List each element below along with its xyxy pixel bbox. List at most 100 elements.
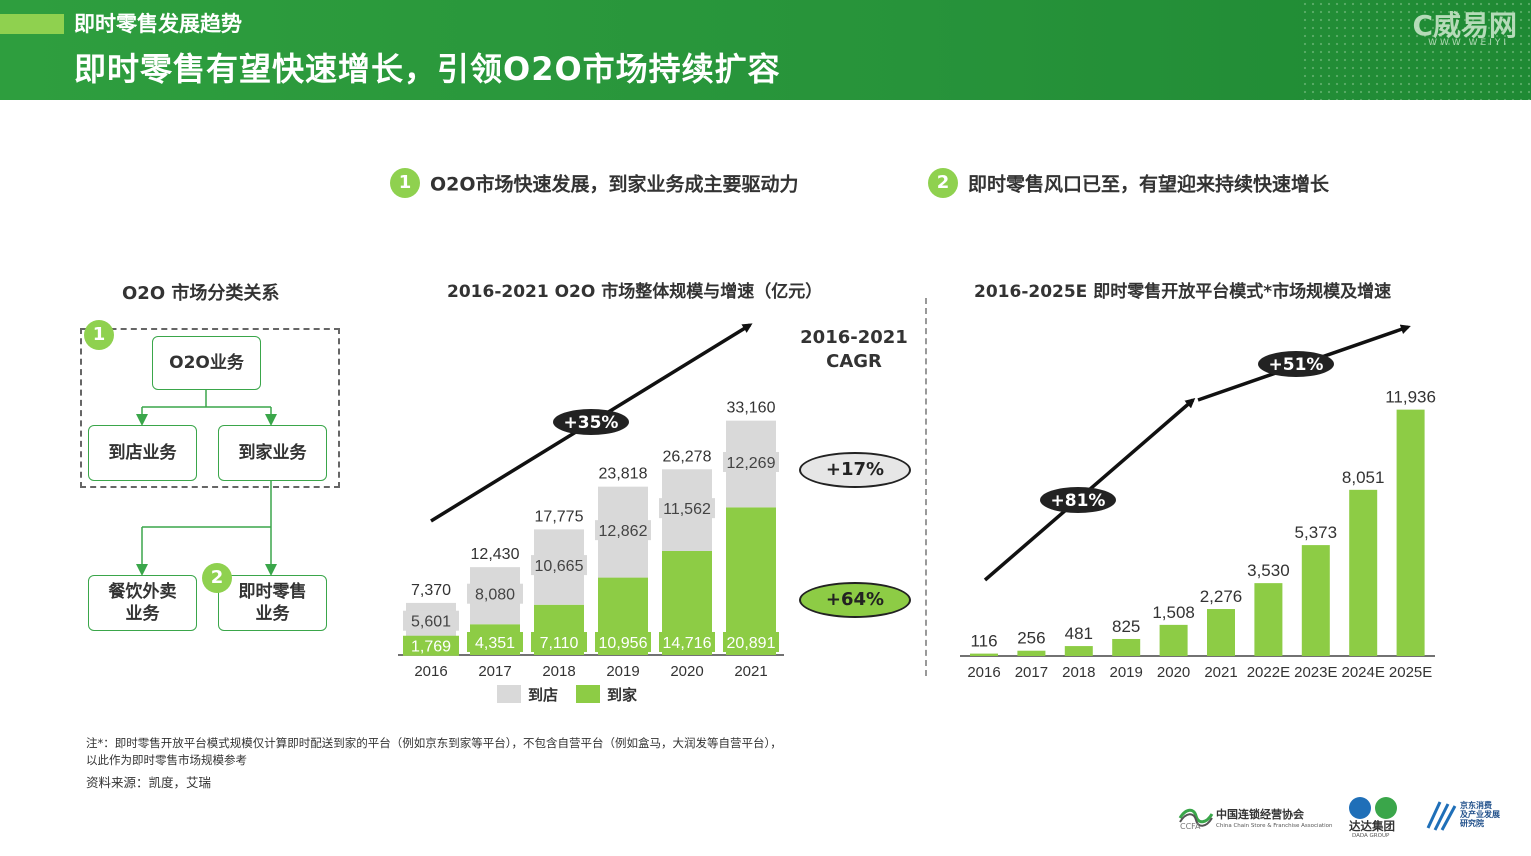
- to-home-business-node: 到家业务: [218, 425, 327, 481]
- section-heading-2: 2 即时零售风口已至，有望迎来持续快速增长: [928, 168, 1329, 198]
- diagram-badge-1: 1: [84, 320, 114, 350]
- bar-home-2021: [726, 507, 776, 655]
- tick-label-2022E: 2022E: [1247, 664, 1290, 681]
- data-label-home-2020: 14,716: [663, 635, 712, 652]
- tick-label-2021: 2021: [1204, 664, 1237, 681]
- bar-2025E: [1396, 409, 1425, 656]
- data-label-2017: 256: [1017, 629, 1045, 648]
- tick-label-2017: 2017: [1015, 664, 1048, 681]
- bar-2022E: [1254, 583, 1283, 656]
- data-label-total-2018: 17,775: [535, 508, 584, 525]
- section-number-2: 2: [928, 168, 958, 198]
- growth-annotation-1-badge: [1040, 487, 1116, 513]
- section-text-2: 即时零售风口已至，有望迎来持续快速增长: [968, 173, 1330, 196]
- ccfa-logo-text: 中国连锁经营协会: [1216, 808, 1304, 821]
- bar-2019: [1112, 638, 1141, 656]
- instant-retail-chart-title: 2016-2025E 即时零售开放平台模式*市场规模及增速: [974, 282, 1392, 302]
- label-bg-home-2017: [467, 632, 523, 652]
- data-label-total-2017: 12,430: [471, 546, 520, 563]
- bar-2021: [1207, 609, 1235, 656]
- o2o-group-box: [80, 328, 340, 488]
- bar-2023E: [1301, 545, 1330, 656]
- tick-label-2019: 2019: [1110, 664, 1143, 681]
- growth-annotation-badge: [553, 409, 629, 435]
- data-label-store-2021: 12,269: [727, 455, 776, 472]
- data-label-total-2016: 7,370: [411, 582, 451, 599]
- bar-2020: [1159, 624, 1188, 656]
- data-label-2024E: 8,051: [1342, 468, 1385, 487]
- dada-logo-subtext: DADA GROUP: [1352, 833, 1390, 839]
- dada-logo-icon: [1349, 797, 1397, 819]
- source-note: 资料来源：凯度，艾瑞: [86, 775, 212, 790]
- tick-label-2019: 2019: [606, 663, 639, 680]
- growth-annotation-2-label: +51%: [1269, 355, 1324, 375]
- page-title: 即时零售有望快速增长，引领O2O市场持续扩容: [74, 50, 781, 88]
- cagr-title-line2: CAGR: [826, 351, 882, 373]
- dada-logo-text: 达达集团: [1349, 819, 1395, 833]
- label-bg-store-2019: [595, 520, 651, 541]
- bar-2016: [970, 653, 998, 656]
- label-bg-store-2017: [467, 583, 523, 604]
- legend-swatch-home: [576, 685, 600, 703]
- data-label-home-2021: 20,891: [727, 635, 776, 652]
- tick-label-2017: 2017: [478, 663, 511, 680]
- tick-label-2020: 2020: [1157, 664, 1190, 681]
- jd-institute-logo-text: 京东消费 及产业发展 研究院: [1460, 801, 1500, 829]
- cagr-title: 2016-2021 CAGR: [796, 326, 912, 375]
- o2o-chart-title: 2016-2021 O2O 市场整体规模与增速（亿元）: [447, 282, 823, 302]
- cagr-title-line1: 2016-2021: [800, 327, 908, 348]
- dot-pattern: [1301, 0, 1531, 100]
- label-bg-store-2020: [659, 498, 715, 519]
- data-label-home-2019: 10,956: [599, 635, 648, 652]
- ccfa-logo-mark: CCFA: [1180, 822, 1201, 831]
- bar-2018: [1064, 646, 1093, 656]
- footnote: 注*：即时零售开放平台模式规模仅计算即时配送到家的平台（例如京东到家等平台），不…: [86, 736, 782, 767]
- data-label-home-2016: 1,769: [411, 639, 451, 656]
- page-subtitle: 即时零售发展趋势: [74, 12, 242, 36]
- bar-2017: [1017, 650, 1046, 656]
- jd-institute-logo-icon: [1426, 801, 1457, 831]
- in-store-business-node: 到店业务: [88, 425, 197, 481]
- legend-label-store: 到店: [528, 686, 558, 704]
- label-bg-home-2020: [659, 632, 715, 652]
- tick-label-2020: 2020: [670, 663, 703, 680]
- data-label-total-2021: 33,160: [727, 400, 776, 417]
- label-bg-home-2021: [723, 632, 779, 652]
- label-bg-home-2019: [595, 632, 651, 652]
- tick-label-2018: 2018: [542, 663, 575, 680]
- growth-annotation-label: +35%: [564, 413, 619, 433]
- growth-annotation-2-badge: [1258, 351, 1334, 377]
- label-bg-store-2021: [723, 452, 779, 473]
- diagram-badge-2: 2: [202, 563, 232, 593]
- food-delivery-node: 餐饮外卖 业务: [88, 575, 197, 631]
- tick-label-2018: 2018: [1062, 664, 1095, 681]
- cagr-home-pill: +64%: [799, 582, 911, 618]
- label-bg-home-2018: [531, 632, 587, 652]
- cagr-store-pill: +17%: [799, 452, 911, 488]
- accent-bar: [0, 14, 64, 34]
- data-label-2019: 825: [1112, 617, 1140, 636]
- data-label-home-2018: 7,110: [540, 635, 579, 652]
- legend-label-home: 到家: [607, 686, 637, 704]
- data-label-2016: 116: [970, 632, 997, 651]
- bar-2024E: [1349, 489, 1378, 656]
- label-bg-store-2016: [403, 610, 459, 631]
- data-label-store-2020: 11,562: [663, 501, 711, 518]
- o2o-business-node: O2O业务: [152, 336, 261, 390]
- section-heading-1: 1 O2O市场快速发展，到家业务成主要驱动力: [390, 168, 799, 198]
- tick-label-2024E: 2024E: [1342, 664, 1385, 681]
- data-label-2018: 481: [1065, 624, 1093, 643]
- tick-label-2016: 2016: [414, 663, 447, 680]
- diagram-title: O2O 市场分类关系: [122, 283, 280, 304]
- data-label-total-2019: 23,818: [599, 466, 648, 483]
- data-label-2023E: 5,373: [1295, 523, 1338, 542]
- data-label-2025E: 11,936: [1385, 388, 1436, 407]
- data-label-store-2018: 10,665: [535, 558, 584, 575]
- section-text-1: O2O市场快速发展，到家业务成主要驱动力: [430, 173, 799, 196]
- section-number-1: 1: [390, 168, 420, 198]
- header-banner: 即时零售发展趋势 即时零售有望快速增长，引领O2O市场持续扩容 C威易网 WWW…: [0, 0, 1531, 100]
- tick-label-2016: 2016: [967, 664, 1000, 681]
- data-label-store-2016: 5,601: [411, 614, 451, 631]
